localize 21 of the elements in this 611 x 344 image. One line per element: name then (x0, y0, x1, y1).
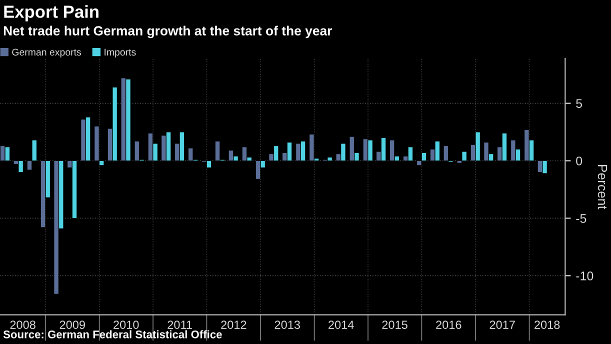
x-tick-label: 2014 (328, 320, 354, 329)
source-note: Source: German Federal Statistical Office (3, 330, 222, 338)
y-tick-label: 5 (576, 99, 582, 108)
y-tick-label: -5 (576, 214, 586, 223)
x-tick-label: 2009 (60, 320, 85, 329)
chart-subtitle: Net trade hurt German growth at the start of the year (4, 26, 332, 38)
legend-label: Imports (104, 48, 136, 58)
chart-title: Export Pain (4, 5, 98, 22)
x-tick-label: 2010 (114, 320, 139, 329)
x-tick-label: 2018 (534, 320, 560, 329)
x-tick-label: 2011 (168, 320, 192, 329)
y-tick-label: -10 (576, 271, 594, 280)
y-axis-title: Percent (598, 164, 608, 210)
x-tick-label: 2017 (490, 320, 515, 329)
x-tick-label: 2016 (436, 320, 462, 329)
x-tick-label: 2015 (382, 320, 408, 329)
x-tick-label: 2013 (274, 320, 300, 329)
x-tick-label: 2008 (10, 320, 36, 329)
legend-label: German exports (12, 48, 82, 58)
x-tick-label: 2012 (221, 320, 246, 329)
y-tick-label: 0 (576, 156, 582, 166)
